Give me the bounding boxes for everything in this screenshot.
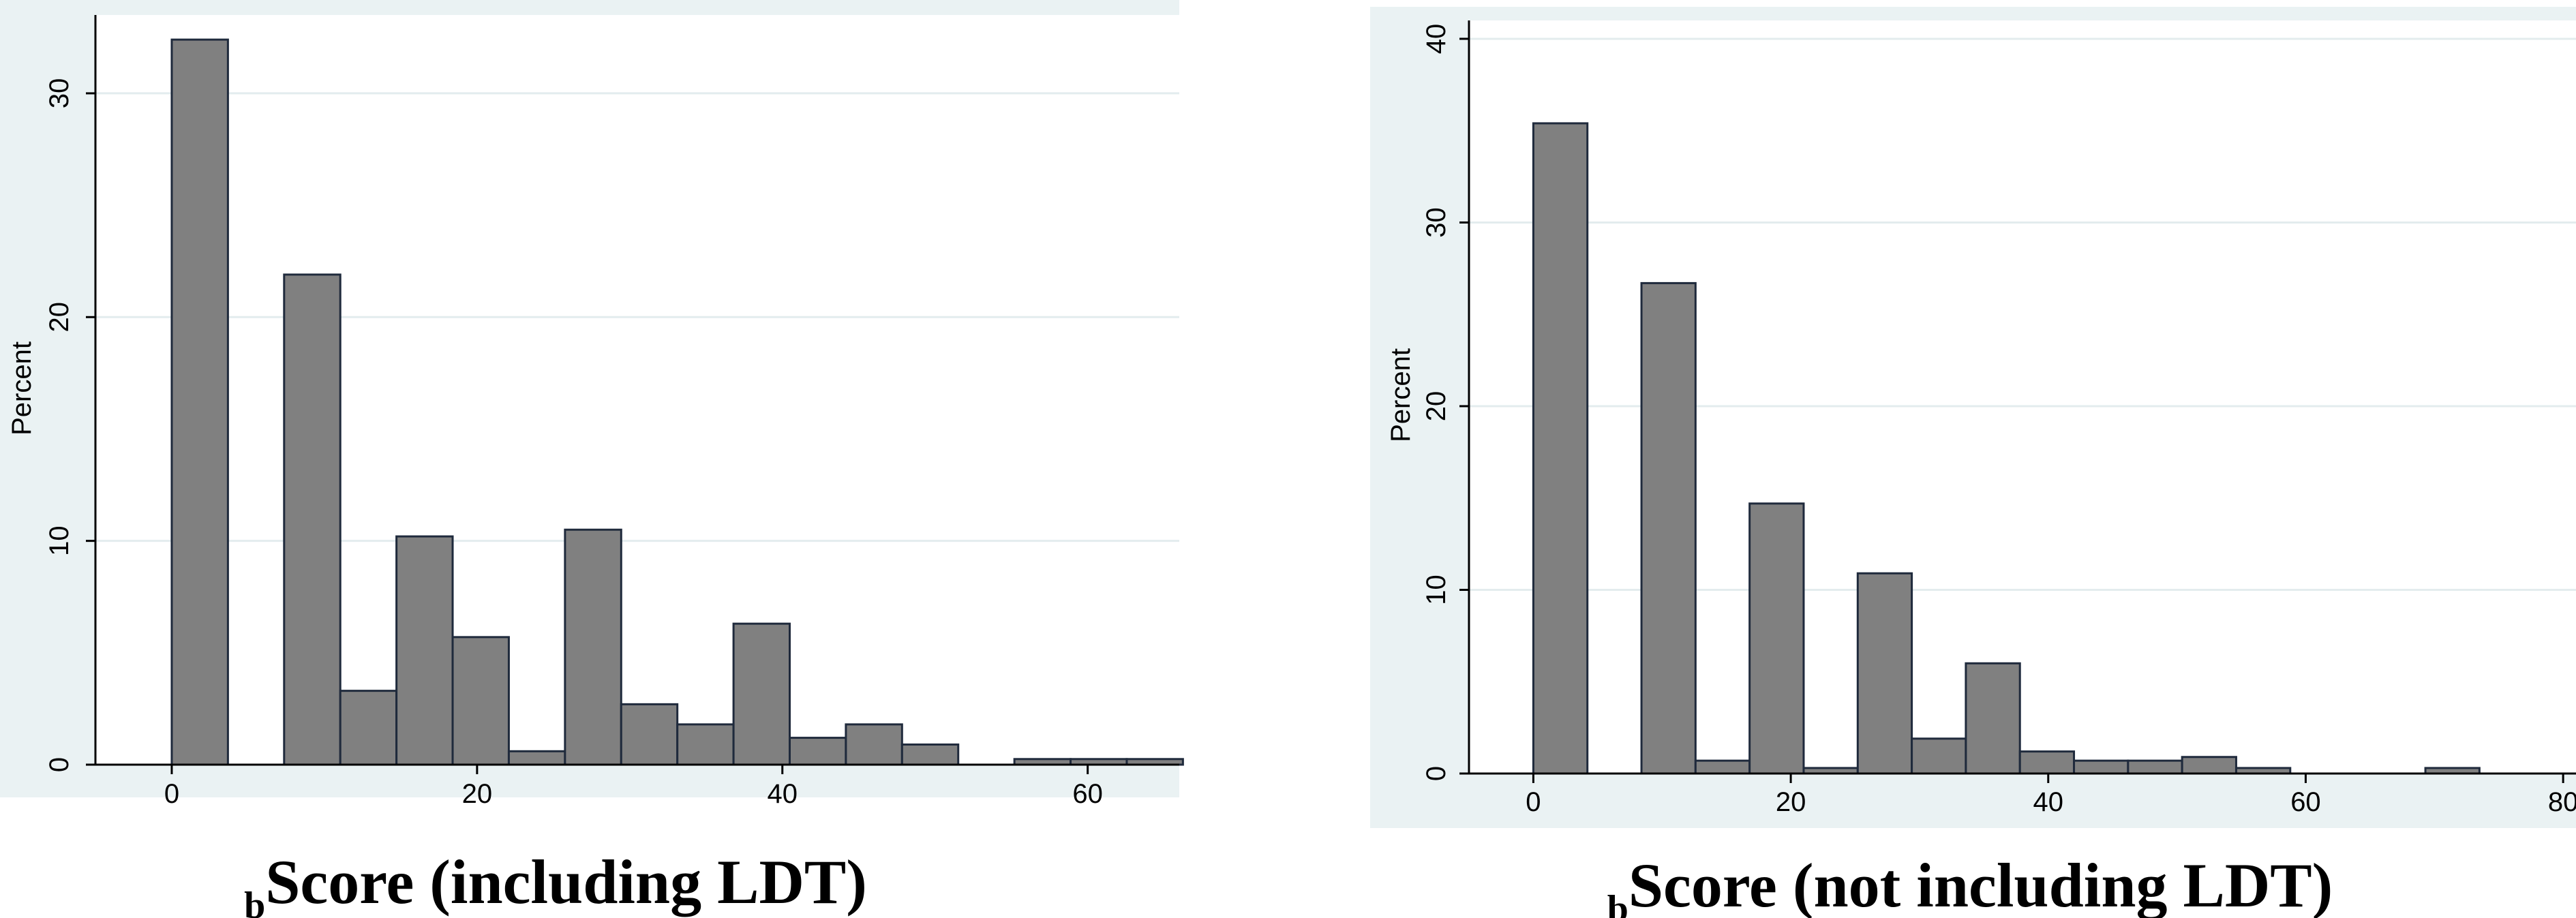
histogram-bar — [507, 750, 566, 766]
histogram-bar — [2018, 750, 2076, 775]
tick-labels: 0 10 20 30 40 0 20 40 60 80 — [1421, 24, 2576, 817]
x-tick-label: 20 — [1776, 787, 1806, 817]
x-tick-label: 60 — [2290, 787, 2321, 817]
y-tick-label: 10 — [44, 525, 74, 556]
histogram-bar — [1694, 759, 1751, 775]
gridlines — [95, 92, 1179, 542]
y-tick-label: 0 — [44, 757, 74, 772]
histogram-bar — [339, 690, 398, 766]
x-tick-label: 60 — [1072, 779, 1103, 809]
x-tick-label: 0 — [1526, 787, 1541, 817]
x-tick-label: 80 — [2548, 787, 2576, 817]
histogram-bar — [1911, 737, 1967, 775]
histogram-bar — [1748, 502, 1805, 775]
histogram-bar — [1965, 662, 2021, 775]
bars — [170, 38, 1184, 766]
y-tick-label: 40 — [1421, 24, 1451, 55]
histogram-bar — [564, 528, 622, 766]
x-tick-label: 20 — [462, 779, 493, 809]
y-tick-label: 10 — [1421, 575, 1451, 605]
y-axis-title: Percent — [1386, 348, 1416, 442]
histogram-bar — [1532, 122, 1589, 775]
histogram-bar — [900, 743, 960, 766]
x-caption: bScore (including LDT) — [244, 847, 867, 918]
histogram-bar — [1640, 281, 1697, 775]
histogram-bar — [2127, 759, 2183, 775]
histogram-bar — [2181, 756, 2237, 775]
x-tick-label: 40 — [2033, 787, 2064, 817]
histogram-bar — [2073, 759, 2130, 775]
bars — [1532, 122, 2481, 775]
histogram-bar — [676, 723, 735, 766]
x-caption-text: Score (including LDT) — [265, 847, 867, 917]
y-tick-label: 30 — [44, 78, 74, 109]
histogram-bar — [283, 273, 342, 766]
y-tick-label: 20 — [1421, 391, 1451, 422]
histogram-bar — [1856, 572, 1913, 775]
histogram-including-ldt: 0 10 20 30 0 20 40 60 Percent bScore (including… — [0, 0, 1184, 918]
histogram-bar — [732, 622, 791, 766]
x-caption-subscript: b — [1607, 888, 1628, 918]
tick-labels: 0 10 20 30 0 20 40 60 — [44, 78, 1103, 809]
x-caption-subscript: b — [244, 885, 265, 918]
histogram-bar — [395, 535, 454, 766]
x-tick-label: 40 — [767, 779, 798, 809]
y-tick-label: 30 — [1421, 207, 1451, 238]
axes — [86, 15, 1179, 774]
axes — [1459, 20, 2576, 783]
histogram-not-including-ldt: 0 10 20 30 40 0 20 40 60 80 Percent bScore (not i… — [1370, 7, 2576, 918]
y-tick-label: 20 — [44, 302, 74, 333]
histogram-bar — [620, 703, 679, 766]
x-tick-label: 0 — [164, 779, 179, 809]
histogram-bar — [451, 636, 510, 766]
plot-area — [1469, 20, 2576, 774]
y-tick-label: 0 — [1421, 766, 1451, 781]
y-axis-title: Percent — [7, 341, 37, 435]
histogram-bar — [845, 723, 903, 766]
histogram-bar — [788, 737, 847, 766]
x-caption-text: Score (not including LDT) — [1628, 851, 2333, 918]
x-caption: bScore (not including LDT) — [1607, 851, 2333, 918]
histogram-bar — [170, 38, 229, 766]
plot-area — [95, 15, 1179, 765]
